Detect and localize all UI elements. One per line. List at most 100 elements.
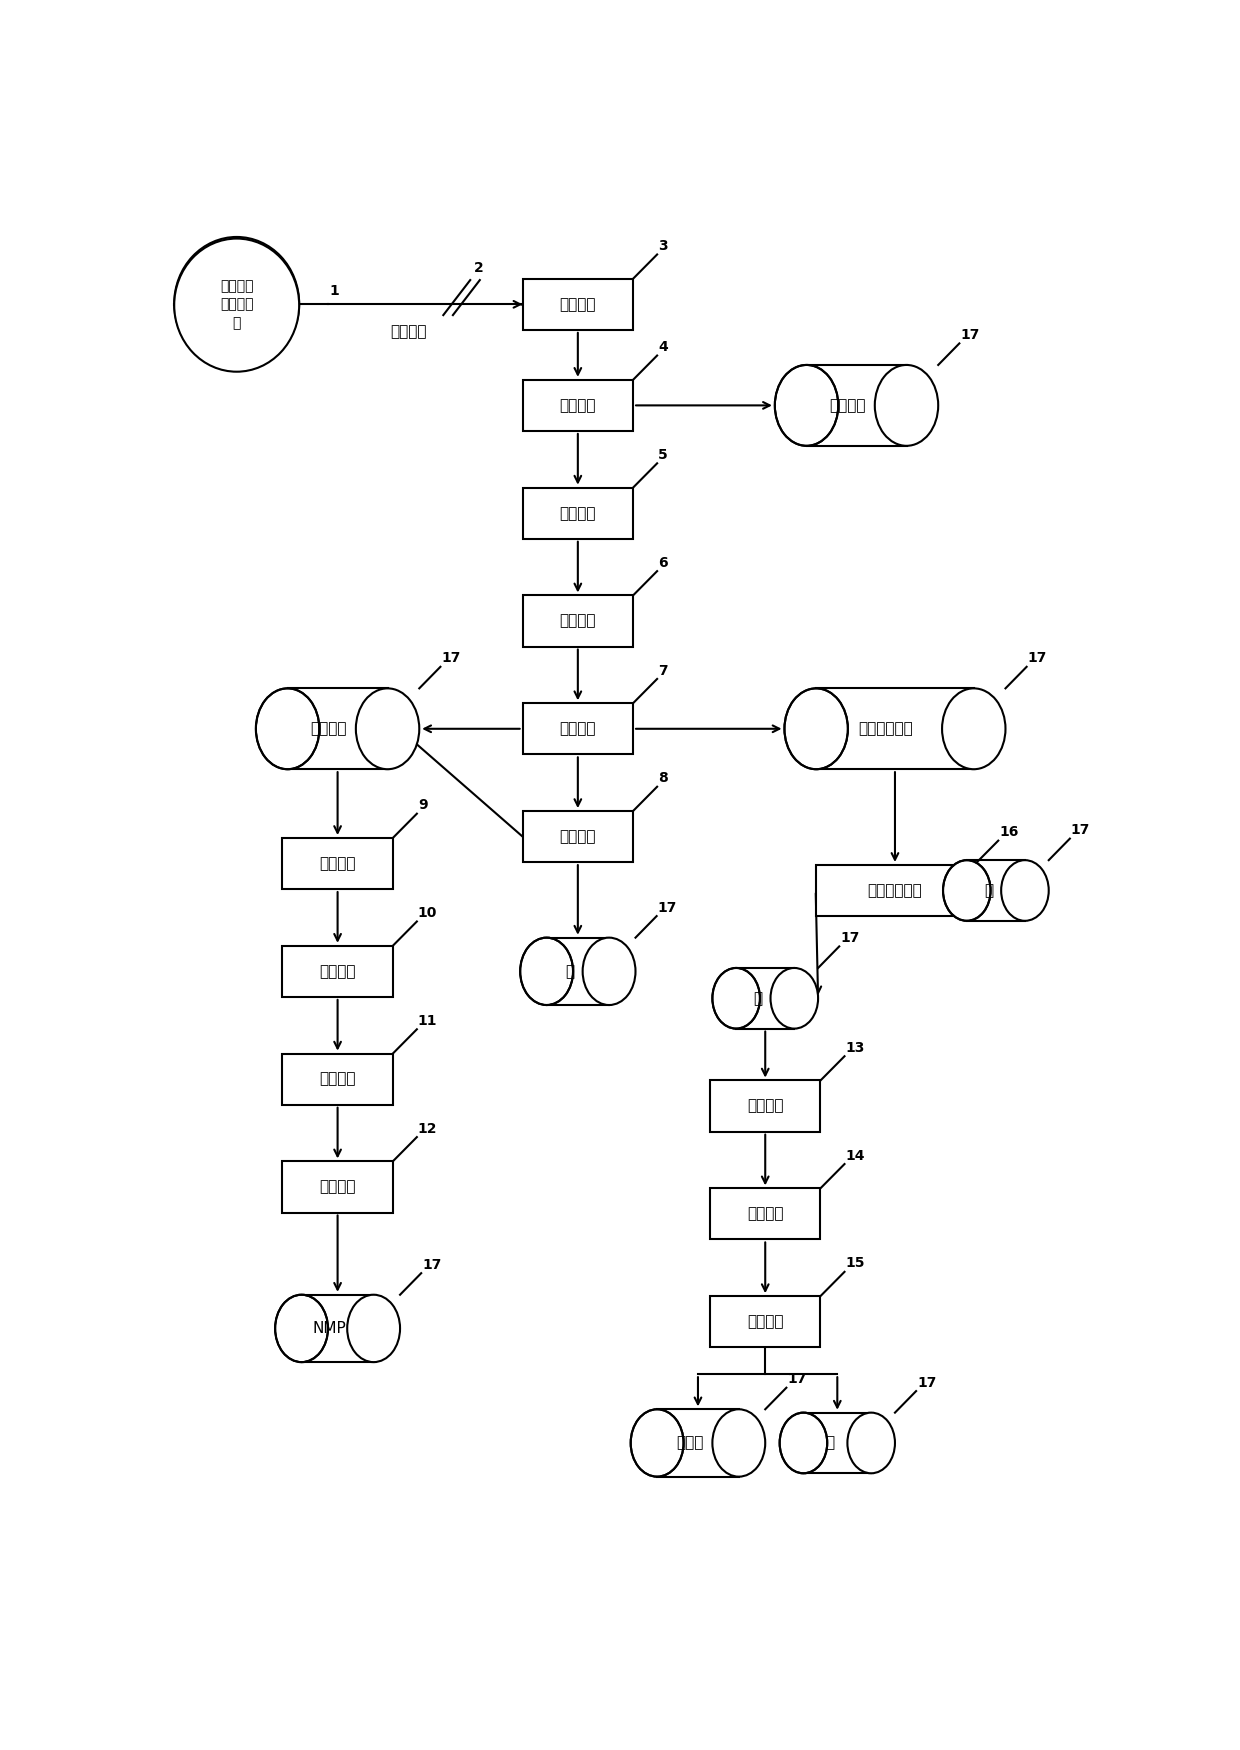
Text: 浸泡装置: 浸泡装置 xyxy=(746,1099,784,1113)
Ellipse shape xyxy=(275,1295,327,1362)
Ellipse shape xyxy=(942,688,1006,770)
Bar xyxy=(711,1297,821,1348)
Ellipse shape xyxy=(775,366,838,446)
Ellipse shape xyxy=(780,1412,827,1473)
Text: 回收装置: 回收装置 xyxy=(320,964,356,978)
Text: 传送装置: 传送装置 xyxy=(391,324,427,340)
Text: 12: 12 xyxy=(418,1122,438,1136)
Ellipse shape xyxy=(712,1409,765,1477)
Text: 干燥装置: 干燥装置 xyxy=(746,1206,784,1222)
Ellipse shape xyxy=(780,1412,827,1473)
Text: 2: 2 xyxy=(474,261,484,275)
Text: 17: 17 xyxy=(787,1372,807,1386)
Bar xyxy=(522,810,634,863)
Bar xyxy=(522,595,634,646)
Ellipse shape xyxy=(275,1295,327,1362)
Text: 16: 16 xyxy=(999,826,1018,840)
Ellipse shape xyxy=(174,236,299,369)
Text: 14: 14 xyxy=(846,1148,866,1162)
Text: 17: 17 xyxy=(918,1376,936,1390)
Ellipse shape xyxy=(1001,861,1049,920)
Bar xyxy=(547,938,609,1004)
Ellipse shape xyxy=(874,366,939,446)
Text: 塑料外壳: 塑料外壳 xyxy=(828,397,866,413)
Text: 风选装置: 风选装置 xyxy=(559,830,596,844)
Text: 13: 13 xyxy=(846,1041,864,1055)
Text: 钴酸锂: 钴酸锂 xyxy=(676,1435,704,1451)
Text: 3: 3 xyxy=(658,240,667,254)
Text: 废旧锂电
池储料装
置: 废旧锂电 池储料装 置 xyxy=(219,278,253,329)
Text: 铁铝混合金属: 铁铝混合金属 xyxy=(858,721,913,737)
Text: 振筛装置: 振筛装置 xyxy=(559,397,596,413)
Bar xyxy=(522,488,634,539)
Text: 过滤装置: 过滤装置 xyxy=(320,1071,356,1087)
Bar xyxy=(283,838,393,889)
Text: 11: 11 xyxy=(418,1013,438,1027)
Ellipse shape xyxy=(521,938,573,1004)
Ellipse shape xyxy=(770,968,818,1029)
Text: 冶炼分离装置: 冶炼分离装置 xyxy=(868,884,923,898)
Bar xyxy=(288,688,388,770)
Ellipse shape xyxy=(785,688,848,770)
Text: 4: 4 xyxy=(658,340,668,354)
Text: 17: 17 xyxy=(422,1258,441,1272)
Text: 6: 6 xyxy=(658,556,667,570)
Bar xyxy=(737,968,795,1029)
Bar xyxy=(711,1188,821,1239)
Bar xyxy=(522,278,634,331)
Ellipse shape xyxy=(255,688,320,770)
Text: 铝: 铝 xyxy=(754,990,763,1006)
Ellipse shape xyxy=(631,1409,683,1477)
Text: 17: 17 xyxy=(841,931,859,945)
Text: 铝: 铝 xyxy=(826,1435,835,1451)
Text: 5: 5 xyxy=(658,448,668,462)
Text: 17: 17 xyxy=(657,901,677,915)
Text: 10: 10 xyxy=(418,906,438,920)
Bar xyxy=(711,1080,821,1132)
Text: 电池粉末: 电池粉末 xyxy=(310,721,346,737)
Text: 15: 15 xyxy=(846,1256,866,1270)
Text: 17: 17 xyxy=(1028,651,1047,665)
Bar xyxy=(816,864,975,915)
Text: 17: 17 xyxy=(441,651,461,665)
Text: 8: 8 xyxy=(658,772,668,786)
Bar xyxy=(283,945,393,998)
Bar xyxy=(816,688,973,770)
Ellipse shape xyxy=(712,968,760,1029)
Bar xyxy=(522,704,634,754)
Ellipse shape xyxy=(785,688,848,770)
Text: 7: 7 xyxy=(658,663,667,677)
Ellipse shape xyxy=(942,861,991,920)
Text: 排放装置: 排放装置 xyxy=(320,1180,356,1195)
Text: 铜: 铜 xyxy=(565,964,574,978)
Ellipse shape xyxy=(174,238,299,371)
Text: 1: 1 xyxy=(330,284,340,298)
Text: 破碎装置: 破碎装置 xyxy=(559,298,596,311)
Bar xyxy=(283,1054,393,1104)
Bar xyxy=(806,366,906,446)
Text: 铁: 铁 xyxy=(985,884,993,898)
Text: NMP: NMP xyxy=(312,1321,346,1335)
Bar xyxy=(522,380,634,430)
Text: 加热装置: 加热装置 xyxy=(559,506,596,522)
Text: 17: 17 xyxy=(1071,822,1090,836)
Bar xyxy=(301,1295,373,1362)
Bar xyxy=(657,1409,739,1477)
Ellipse shape xyxy=(255,688,320,770)
Text: 9: 9 xyxy=(418,798,428,812)
Bar xyxy=(804,1412,872,1473)
Ellipse shape xyxy=(356,688,419,770)
Text: 液化装置: 液化装置 xyxy=(320,856,356,872)
Ellipse shape xyxy=(847,1412,895,1473)
Ellipse shape xyxy=(712,968,760,1029)
Bar xyxy=(967,861,1025,920)
Ellipse shape xyxy=(583,938,635,1004)
Text: 磁分装置: 磁分装置 xyxy=(559,721,596,737)
Bar xyxy=(283,1162,393,1213)
Ellipse shape xyxy=(521,938,573,1004)
Text: 分离装置: 分离装置 xyxy=(746,1314,784,1330)
Ellipse shape xyxy=(942,861,991,920)
Ellipse shape xyxy=(631,1409,683,1477)
Text: 制冷装置: 制冷装置 xyxy=(559,614,596,628)
Text: 17: 17 xyxy=(960,327,980,341)
